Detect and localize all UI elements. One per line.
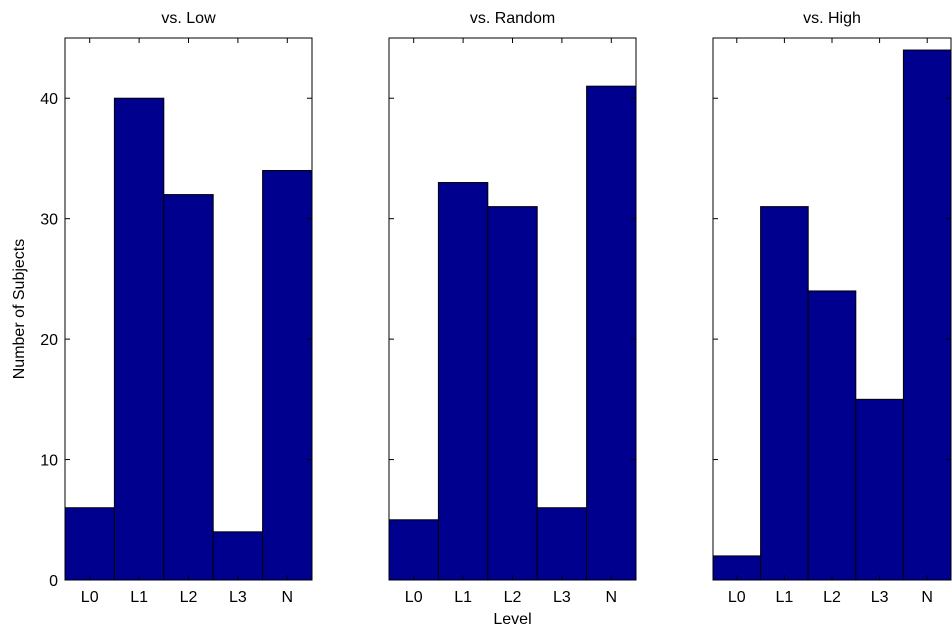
x-tick-label: L0 <box>405 589 423 606</box>
bar <box>760 206 809 581</box>
x-tick-label: L1 <box>776 589 794 606</box>
x-tick-label: L0 <box>81 589 99 606</box>
y-tick-label: 40 <box>40 91 58 108</box>
bar <box>437 182 489 581</box>
bar <box>388 519 439 581</box>
bar <box>855 398 904 581</box>
x-tick-label: L3 <box>229 589 247 606</box>
x-tick-label: L2 <box>504 589 522 606</box>
x-tick-label: L1 <box>454 589 472 606</box>
x-tick-label: L2 <box>180 589 198 606</box>
x-tick-label: L0 <box>728 589 746 606</box>
y-axis-label: Number of Subjects <box>11 239 28 380</box>
x-tick-label: L1 <box>130 589 148 606</box>
chart-panel-2: L0 L1 L2 L3 Nvs. Random Level <box>388 10 637 628</box>
bar <box>212 531 264 581</box>
bar <box>586 85 637 581</box>
chart-title: vs. Low <box>161 10 216 27</box>
bar <box>64 507 115 581</box>
bar <box>807 290 857 581</box>
y-tick-label: 0 <box>49 573 58 590</box>
chart-panel-3: L0 L1 L2 L3 Nvs. High <box>712 10 952 606</box>
bar <box>487 206 538 581</box>
bar <box>113 97 165 581</box>
x-tick-label: L3 <box>553 589 571 606</box>
bar <box>536 507 588 581</box>
bar <box>902 49 952 581</box>
x-tick-label: N <box>606 589 618 606</box>
chart-title: vs. Random <box>470 10 555 27</box>
x-tick-label: L2 <box>823 589 841 606</box>
y-tick-label: 10 <box>40 453 58 470</box>
x-axis-label: Level <box>493 611 531 628</box>
y-tick-label: 30 <box>40 212 58 229</box>
bar <box>262 169 313 581</box>
chart-title: vs. High <box>803 10 861 27</box>
chart-panel-1: L0 L1 L2 L3 N 0 10 20 30 40 vs. Low Number of Subje… <box>11 10 313 606</box>
x-tick-label: N <box>921 589 933 606</box>
x-tick-label: N <box>282 589 294 606</box>
y-tick-label: 20 <box>40 332 58 349</box>
x-tick-label: L3 <box>871 589 889 606</box>
bar <box>163 194 214 581</box>
